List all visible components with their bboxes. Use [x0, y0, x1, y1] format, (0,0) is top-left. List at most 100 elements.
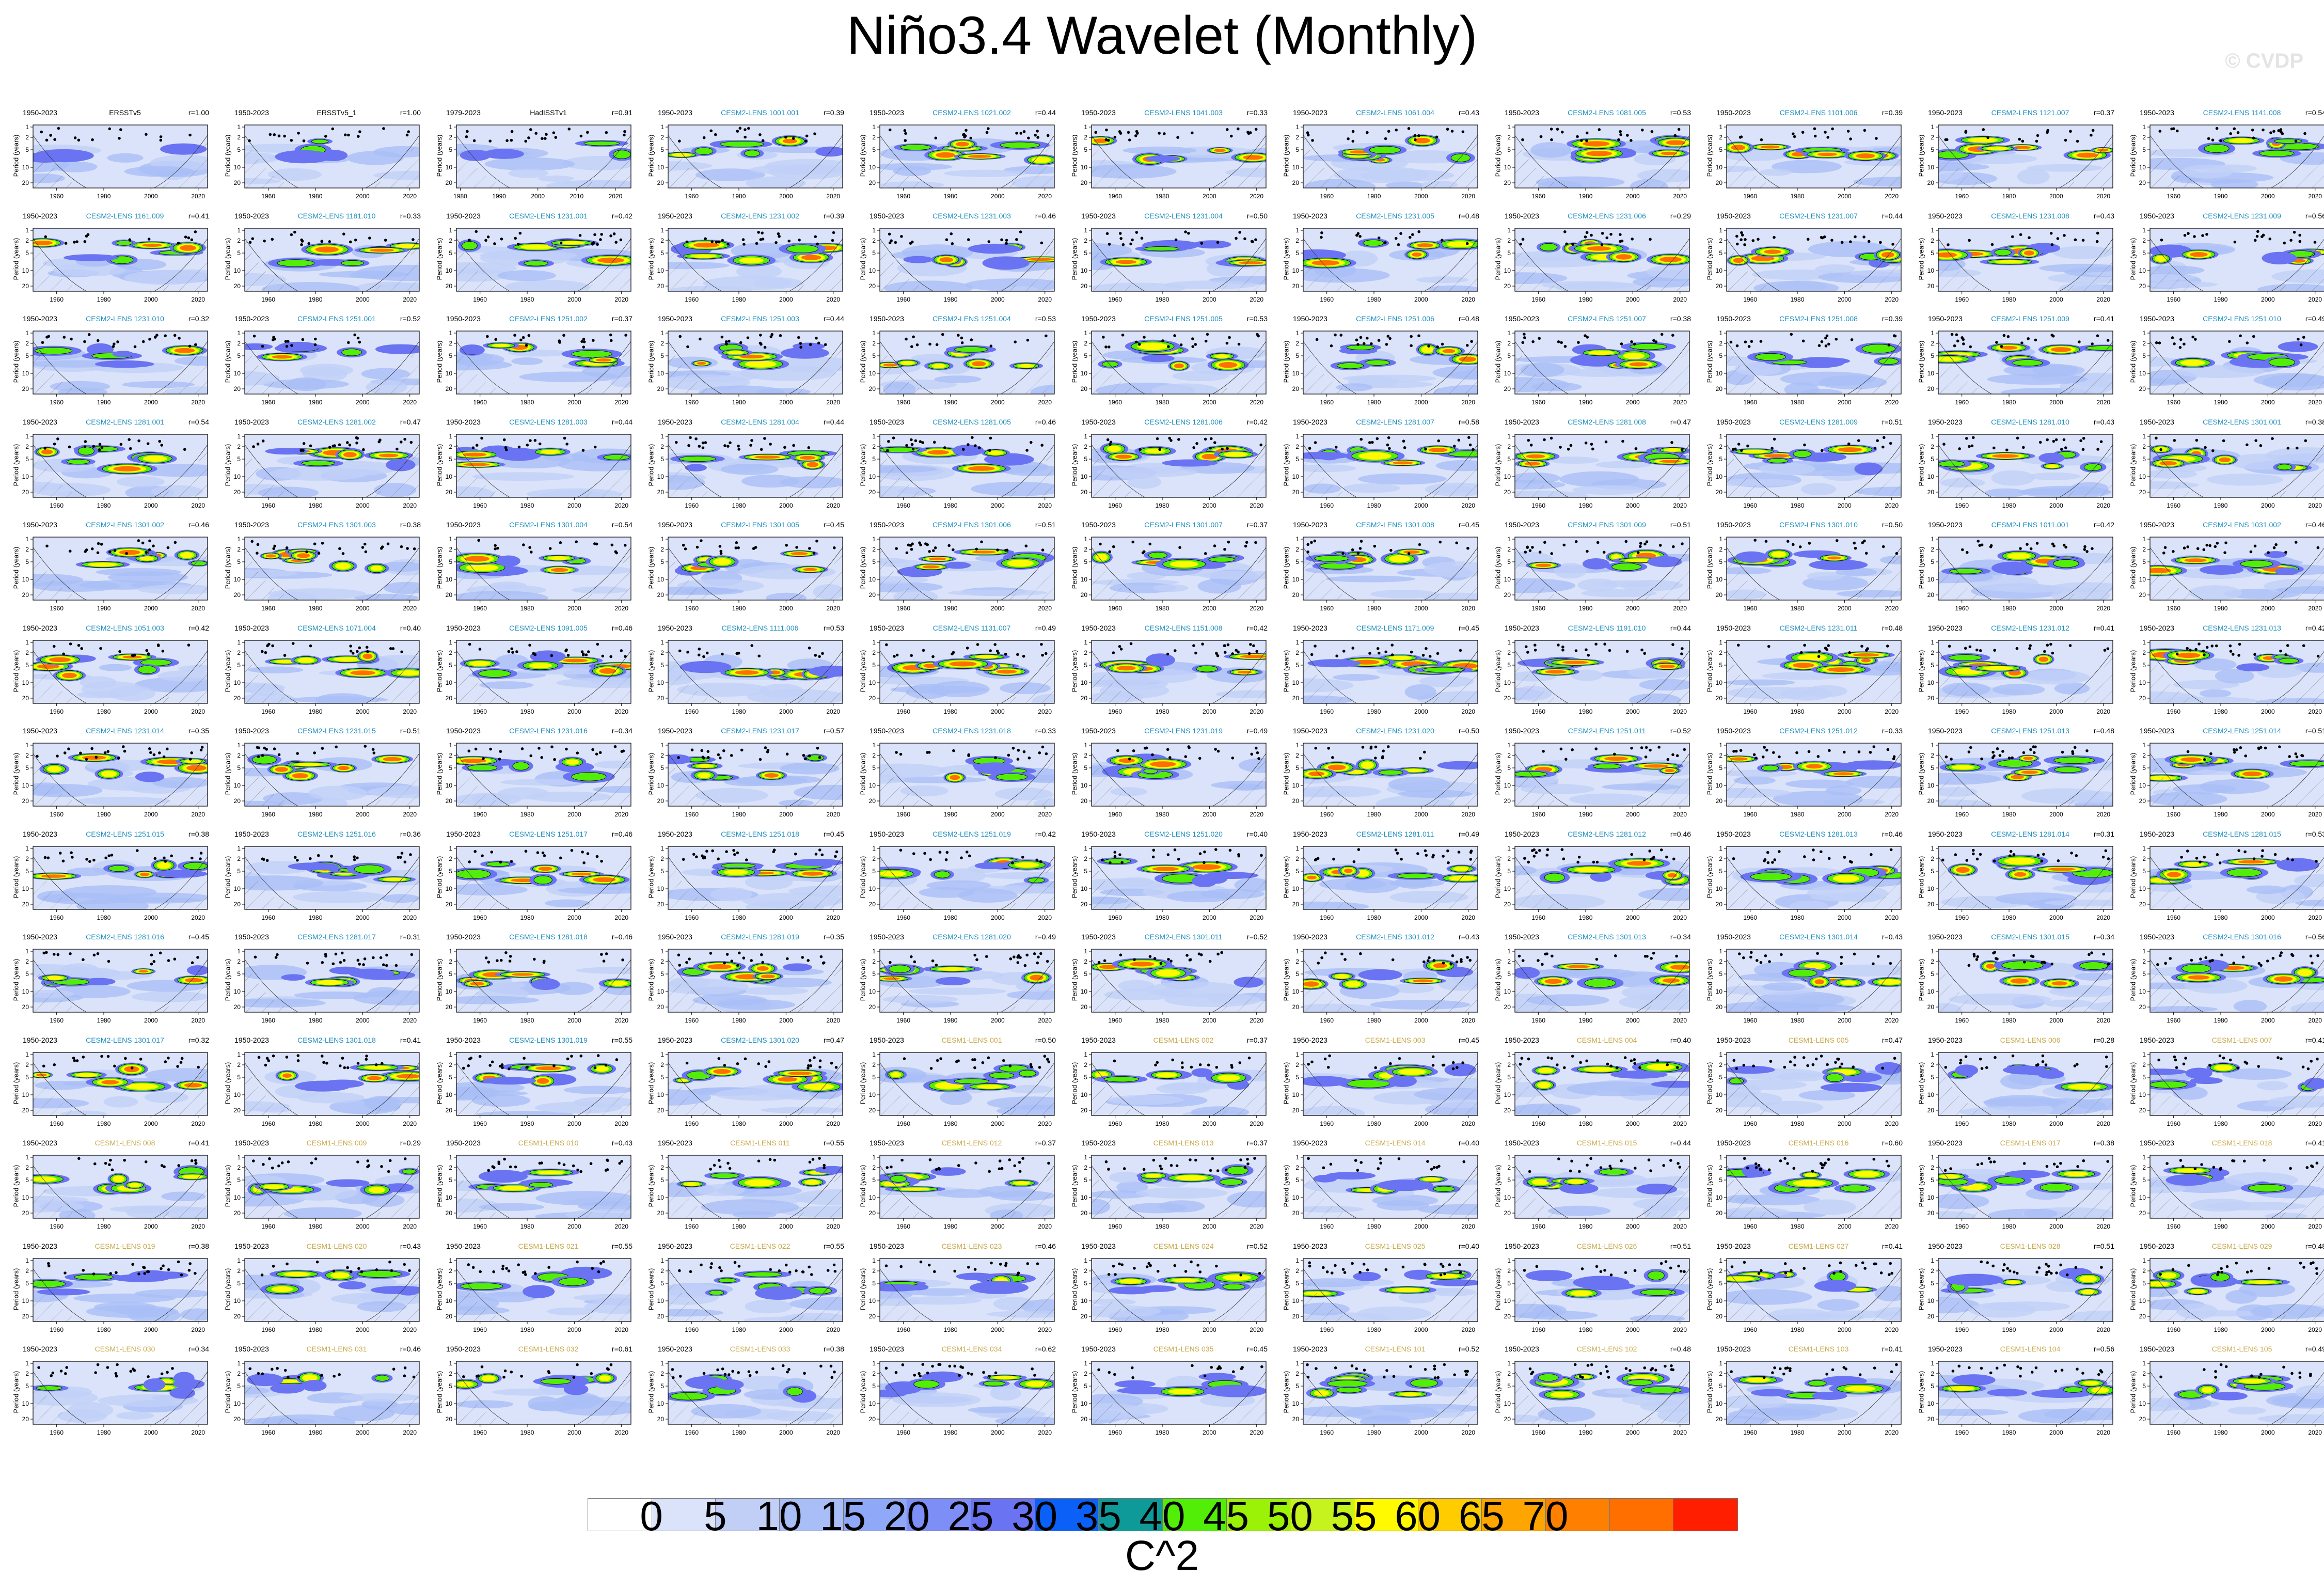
- significance-dot: [1731, 448, 1735, 451]
- power-contour: [119, 549, 140, 555]
- y-tick-label: 20: [1927, 282, 1935, 290]
- significance-dot: [895, 653, 899, 656]
- significance-dot: [2028, 235, 2031, 239]
- significance-dot: [1681, 542, 1684, 545]
- wavelet-panel: 1950-2023 CESM2-LENS 1281.009 r=0.51 Period…: [1695, 418, 1906, 521]
- significance-dot: [2029, 643, 2032, 647]
- significance-dot: [1585, 139, 1588, 143]
- significance-dot: [2202, 548, 2206, 552]
- cone-of-influence-left: [1092, 238, 1148, 291]
- significance-dot: [817, 341, 820, 345]
- significance-dot: [1892, 334, 1896, 337]
- significance-dot: [1989, 544, 1993, 547]
- significance-dot: [529, 128, 532, 131]
- significance-dot: [566, 653, 570, 657]
- significance-dot: [905, 551, 909, 555]
- y-tick-label: 5: [872, 455, 876, 463]
- y-tick-label: 2: [1931, 649, 1934, 656]
- significance-dot: [1351, 646, 1355, 650]
- power-contour: [2228, 138, 2254, 143]
- y-tick-label: 1: [660, 227, 664, 234]
- significance-dot: [500, 237, 503, 241]
- panel-dataset-name: CESM2-LENS 1001.001: [721, 108, 799, 117]
- panel-correlation: r=0.39: [823, 211, 844, 220]
- significance-dot: [1680, 652, 1683, 655]
- power-blob: [2028, 472, 2081, 480]
- significance-dot: [382, 127, 385, 130]
- significance-dot: [2183, 342, 2186, 346]
- y-tick-label: 20: [657, 282, 665, 290]
- significance-dot: [565, 442, 568, 446]
- power-contour: [245, 343, 273, 350]
- significance-dot: [2228, 644, 2232, 647]
- significance-dot: [1680, 448, 1684, 451]
- significance-dot: [354, 238, 357, 242]
- significance-dot: [510, 647, 514, 650]
- y-tick-label: 2: [1295, 546, 1299, 553]
- y-tick-label: 10: [1504, 576, 1511, 583]
- power-contour: [900, 360, 915, 365]
- power-blob: [299, 364, 354, 377]
- x-tick-label: 2000: [1203, 399, 1216, 406]
- panel-period-label: 1979-2023: [446, 108, 481, 117]
- y-tick-label: 20: [446, 591, 453, 599]
- power-contour: [1985, 147, 2009, 150]
- x-tick-label: 2000: [1838, 708, 1852, 715]
- cone-of-influence-left: [1303, 135, 1360, 188]
- significance-dot: [609, 333, 612, 337]
- significance-dot: [610, 543, 614, 547]
- significance-dot: [118, 136, 121, 140]
- x-tick-label: 1980: [2002, 502, 2016, 509]
- significance-dot: [951, 242, 954, 245]
- y-tick-label: 5: [872, 662, 876, 669]
- significance-dot: [1417, 334, 1420, 338]
- significance-dot: [341, 552, 345, 555]
- significance-dot: [623, 544, 627, 547]
- x-tick-label: 1980: [97, 296, 111, 303]
- x-tick-label: 2020: [1461, 399, 1475, 406]
- significance-dot: [815, 539, 818, 543]
- power-contour: [1388, 655, 1412, 660]
- significance-dot: [98, 448, 101, 451]
- y-tick-label: 1: [1507, 433, 1511, 440]
- panel-period-label: 1950-2023: [1505, 108, 1539, 117]
- significance-dot: [534, 132, 538, 135]
- y-tick-label: 10: [446, 576, 453, 583]
- y-tick-label: 1: [1719, 227, 1722, 234]
- significance-dot: [717, 240, 721, 243]
- power-blob: [1092, 243, 1132, 258]
- significance-dot: [83, 240, 87, 243]
- significance-dot: [113, 549, 117, 552]
- y-tick-label: 2: [25, 340, 29, 347]
- significance-dot: [1244, 544, 1247, 548]
- significance-dot: [1119, 132, 1123, 135]
- x-tick-label: 1960: [261, 296, 275, 303]
- significance-dot: [1356, 552, 1360, 555]
- power-contour: [754, 455, 781, 459]
- x-tick-label: 1960: [1320, 502, 1334, 509]
- significance-dot: [2155, 436, 2158, 439]
- power-blob: [1370, 589, 1438, 599]
- significance-dot: [271, 644, 274, 647]
- x-tick-label: 2000: [2049, 502, 2063, 509]
- power-contour: [2278, 341, 2318, 352]
- significance-dot: [1223, 643, 1226, 647]
- significance-dot: [1526, 650, 1529, 654]
- wavelet-panel: 1950-2023 CESM2-LENS 1231.013 r=0.42 Period…: [2118, 624, 2324, 727]
- significance-dot: [1378, 651, 1381, 654]
- significance-dot: [1585, 131, 1589, 135]
- significance-dot: [131, 654, 134, 657]
- significance-dot: [1030, 441, 1033, 444]
- power-contour: [1659, 459, 1682, 463]
- y-tick-label: 5: [1084, 146, 1087, 153]
- x-tick-label: 1960: [685, 605, 699, 612]
- significance-dot: [1563, 230, 1567, 233]
- panel-correlation: r=0.41: [188, 211, 209, 220]
- significance-dot: [1817, 654, 1821, 658]
- y-tick-label: 5: [1295, 352, 1299, 359]
- significance-dot: [297, 132, 300, 135]
- significance-dot: [1831, 127, 1834, 131]
- power-contour: [1237, 670, 1252, 673]
